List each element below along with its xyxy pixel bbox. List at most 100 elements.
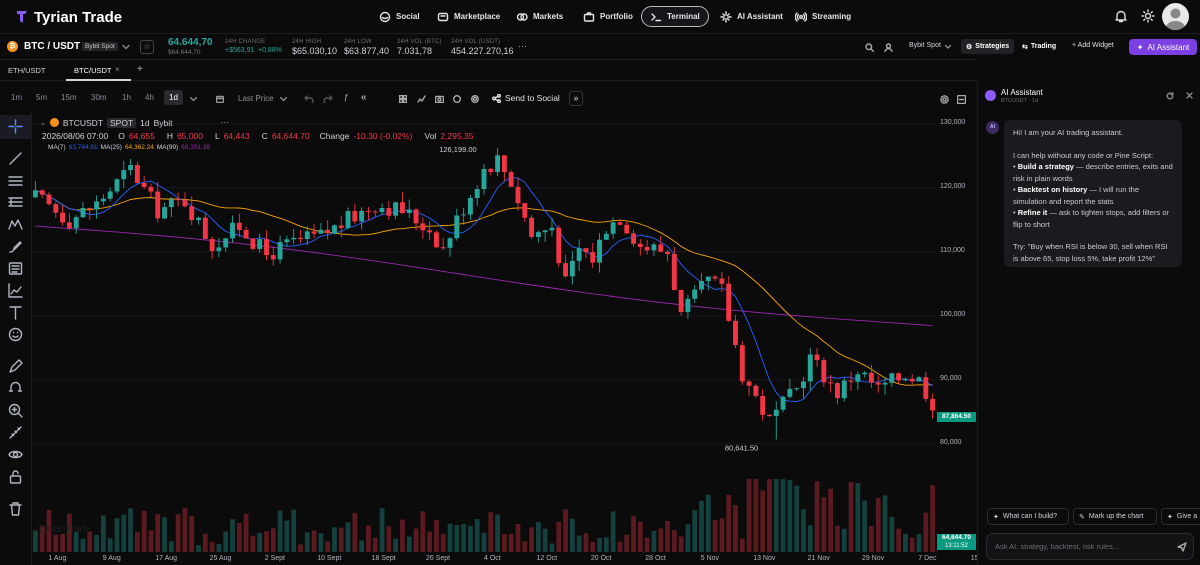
send-to-social-button[interactable]: Send to Social	[492, 93, 560, 103]
chart-line-icon[interactable]	[8, 283, 23, 298]
nav-marketplace[interactable]: Marketplace	[437, 6, 500, 27]
add-widget-button[interactable]: + Add Widget	[1072, 42, 1114, 49]
add-tab-icon[interactable]: +	[137, 64, 143, 75]
assistant-input[interactable]: Ask AI: strategy, backtest, risk rules..…	[986, 533, 1194, 560]
channel-icon[interactable]	[8, 173, 23, 188]
candle	[930, 393, 936, 419]
settings-icon[interactable]	[940, 95, 949, 104]
price-axis[interactable]: 130,000 120,000 110,000 100,000 90,000 80,000…	[936, 111, 977, 565]
text-icon[interactable]	[8, 305, 23, 320]
close-icon[interactable]	[1186, 92, 1193, 99]
timeframe-chevron-icon[interactable]	[190, 97, 197, 102]
exchange-select[interactable]: Bybit Spot	[909, 42, 941, 49]
chip-mark-up-chart[interactable]: ✎ Mark up the chart	[1073, 508, 1157, 525]
nav-ai-assistant[interactable]: AI Assistant	[720, 6, 783, 27]
volume-bar	[651, 530, 657, 552]
redo-icon[interactable]	[323, 95, 333, 103]
undo-icon[interactable]	[304, 95, 314, 103]
chip-give[interactable]: ✦ Give a	[1161, 508, 1200, 525]
strategies-button[interactable]: ⚙ Strategies	[961, 39, 1015, 54]
close-tab-icon[interactable]: ×	[115, 65, 120, 74]
pencil-ruler-icon[interactable]	[8, 359, 23, 374]
sun-icon[interactable]	[1141, 9, 1155, 23]
circle-icon[interactable]	[453, 95, 461, 103]
time-axis[interactable]: 1 Aug 9 Aug 17 Aug 25 Aug 2 Sept 10 Sept 18 Se…	[32, 552, 992, 565]
timeframe-1d[interactable]: 1d	[164, 90, 183, 105]
zoom-in-icon[interactable]	[8, 403, 23, 418]
price-type-select[interactable]: Last Price	[238, 94, 274, 103]
chip-what-can-i-build[interactable]: ✦ What can I build?	[987, 508, 1069, 525]
fullscreen-icon[interactable]	[957, 95, 966, 104]
price-type-chevron-icon[interactable]	[280, 97, 287, 102]
pair-symbol[interactable]: BTC / USDT	[24, 41, 81, 52]
price-chart[interactable]: 126,199.00 80,641.50 TyrianTrade ⌄ BTCUS…	[32, 111, 936, 552]
calendar-icon[interactable]	[216, 95, 224, 103]
camera-icon[interactable]	[435, 95, 444, 103]
brush-icon[interactable]	[8, 239, 23, 254]
sparkle-icon: ✦	[1136, 42, 1144, 52]
crosshair-icon[interactable]	[8, 119, 23, 134]
candle	[66, 213, 72, 231]
more-icon[interactable]: ⋯	[518, 41, 527, 51]
app-logo[interactable]: Tyrian Trade	[16, 7, 122, 27]
bell-icon[interactable]	[1114, 9, 1128, 23]
timeframe-15m[interactable]: 15m	[61, 93, 77, 102]
trend-line-icon[interactable]	[8, 151, 23, 166]
nav-markets[interactable]: Markets	[516, 6, 563, 27]
tab-eth-usdt[interactable]: ETH/USDT	[8, 66, 46, 75]
volume-bar	[175, 514, 181, 552]
candle	[522, 203, 528, 223]
timeframe-30m[interactable]: 30m	[91, 93, 107, 102]
assistant-subtitle: BTCUSDT · 1d	[1001, 98, 1038, 104]
timeframe-1h[interactable]: 1h	[122, 93, 131, 102]
candle	[366, 207, 371, 221]
user-icon[interactable]	[884, 43, 893, 52]
pattern-icon[interactable]	[8, 217, 23, 232]
collapse-legend-icon[interactable]: ⌄	[40, 119, 46, 127]
avatar[interactable]	[1162, 3, 1189, 30]
portfolio-icon	[583, 11, 595, 22]
ai-assistant-button[interactable]: ✦ AI Assistant	[1129, 39, 1197, 55]
candle	[223, 237, 229, 252]
tab-btc-usdt[interactable]: BTC/USDT ×	[66, 60, 131, 81]
text-block-icon[interactable]	[8, 261, 23, 276]
magnet-icon[interactable]	[8, 381, 23, 396]
nav-social[interactable]: Social	[379, 6, 420, 27]
emoji-icon[interactable]	[8, 327, 23, 342]
volume-bar	[53, 534, 59, 552]
time-tick-label: 28 Oct	[645, 555, 666, 562]
timeframe-1m[interactable]: 1m	[11, 93, 23, 102]
legend-symbol: BTCUSDT	[62, 117, 104, 128]
ma7-line	[35, 177, 933, 402]
formula-icon[interactable]: ƒ	[344, 93, 349, 102]
exchange-chevron-icon[interactable]	[945, 45, 951, 49]
nav-terminal[interactable]: Terminal	[641, 6, 709, 27]
nav-streaming[interactable]: Streaming	[795, 6, 851, 27]
indicators-icon[interactable]	[417, 95, 426, 103]
send-icon[interactable]	[1177, 542, 1187, 552]
nav-portfolio[interactable]: Portfolio	[583, 6, 633, 27]
volume-bar	[73, 531, 79, 552]
trash-icon[interactable]	[8, 501, 23, 516]
layout-grid-icon[interactable]	[399, 95, 407, 103]
timeframe-4h[interactable]: 4h	[145, 93, 154, 102]
eye-icon[interactable]	[8, 447, 23, 462]
candle-body	[753, 385, 759, 396]
refresh-icon[interactable]	[1166, 92, 1174, 100]
candle	[902, 377, 908, 382]
chart-canvas[interactable]: 126,199.00 80,641.50 TyrianTrade	[32, 111, 936, 552]
ruler-icon[interactable]	[8, 425, 23, 440]
candle	[379, 203, 385, 215]
favorite-star-icon[interactable]: ☆	[140, 40, 154, 54]
search-icon[interactable]	[865, 43, 874, 52]
fib-retracement-icon[interactable]	[8, 195, 23, 210]
double-chevron-right-icon[interactable]: »	[569, 91, 583, 106]
timeframe-5m[interactable]: 5m	[36, 93, 48, 102]
lock-icon[interactable]	[8, 469, 23, 484]
candle	[896, 372, 902, 384]
chevron-down-icon[interactable]	[122, 44, 130, 50]
trading-button[interactable]: ⇆ Trading	[1022, 39, 1056, 54]
legend-more-icon[interactable]: ⋯	[220, 117, 230, 127]
double-chevron-left-icon[interactable]: «	[361, 92, 367, 103]
gear-icon[interactable]	[471, 95, 479, 103]
